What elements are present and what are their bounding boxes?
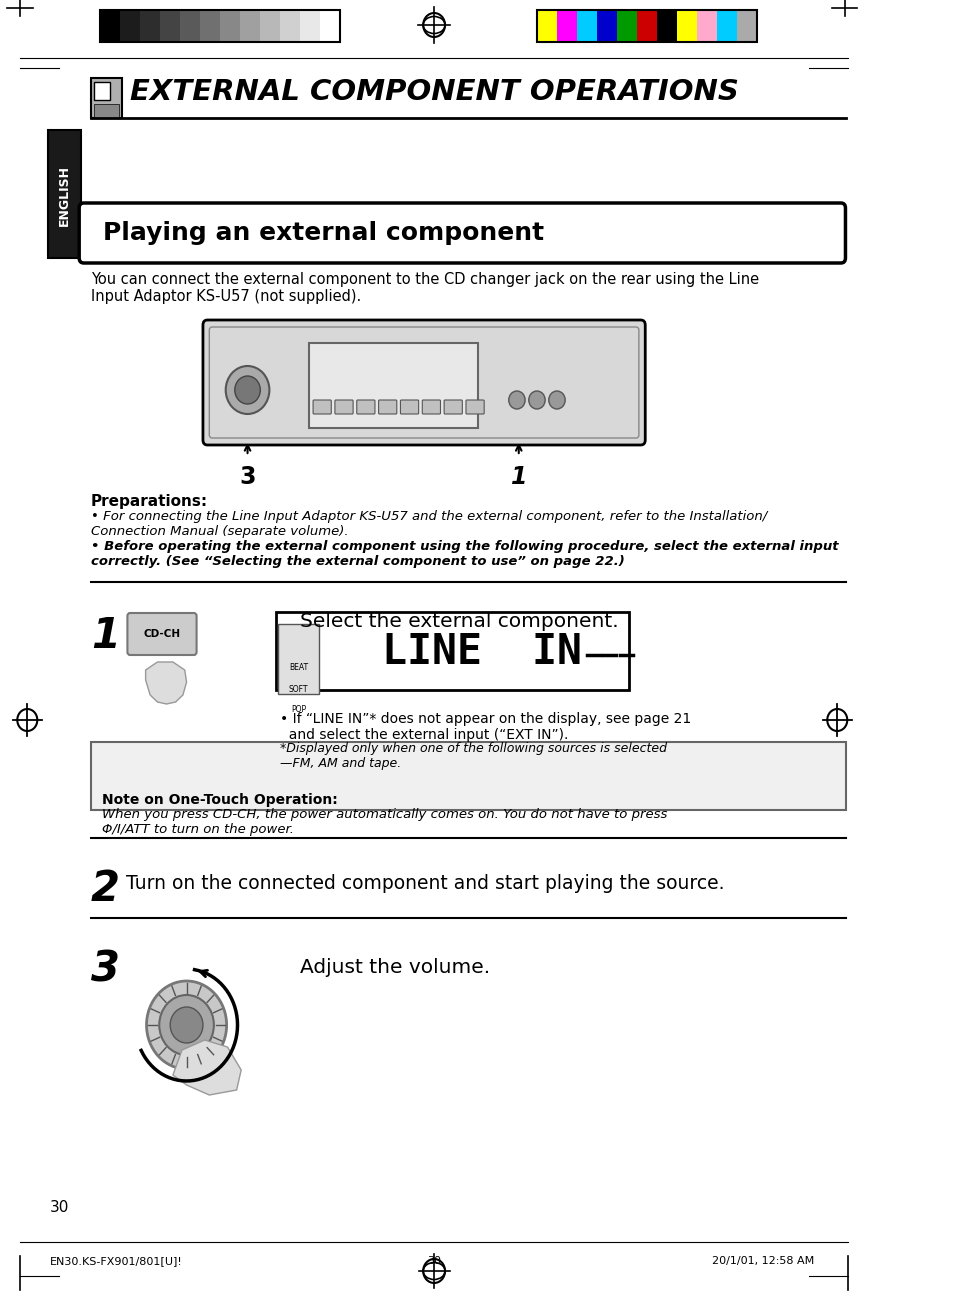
Bar (160, 10, 180, 41)
Text: 3: 3 (91, 949, 120, 990)
Text: EN30.KS-FX901/801[U]!: EN30.KS-FX901/801[U]! (50, 1256, 183, 1266)
FancyBboxPatch shape (79, 203, 844, 263)
Text: • For connecting the Line Input Adaptor KS-U57 and the external component, refer: • For connecting the Line Input Adaptor … (91, 510, 766, 538)
Circle shape (234, 377, 260, 404)
Text: • Before operating the external component using the following procedure, select : • Before operating the external componen… (91, 540, 838, 568)
Bar (140, 10, 160, 41)
Circle shape (170, 1007, 203, 1043)
Bar (278, 624, 318, 694)
Bar (180, 10, 200, 41)
Bar (320, 10, 340, 41)
FancyBboxPatch shape (400, 400, 418, 414)
Bar (93, 82, 110, 100)
FancyBboxPatch shape (378, 400, 396, 414)
Text: 3: 3 (239, 465, 255, 489)
Bar (677, 10, 697, 41)
FancyBboxPatch shape (128, 613, 196, 655)
FancyBboxPatch shape (313, 400, 331, 414)
Bar (220, 10, 240, 41)
Bar (275, 612, 628, 690)
Bar (300, 10, 320, 41)
Bar (93, 104, 119, 118)
Text: Playing an external component: Playing an external component (103, 221, 543, 245)
Circle shape (159, 995, 213, 1055)
Bar (49, 129, 81, 258)
Circle shape (226, 366, 269, 414)
Circle shape (528, 391, 544, 409)
Circle shape (548, 391, 564, 409)
Bar (637, 10, 657, 41)
Bar (557, 10, 577, 41)
Text: EXTERNAL COMPONENT OPERATIONS: EXTERNAL COMPONENT OPERATIONS (130, 78, 739, 106)
Text: SOFT: SOFT (289, 685, 308, 694)
FancyBboxPatch shape (203, 320, 644, 445)
Text: ENGLISH: ENGLISH (58, 164, 71, 225)
FancyBboxPatch shape (422, 400, 440, 414)
FancyBboxPatch shape (335, 400, 353, 414)
Text: Note on One-Touch Operation:: Note on One-Touch Operation: (102, 793, 337, 807)
FancyBboxPatch shape (465, 400, 484, 414)
Bar (240, 10, 260, 41)
Bar (577, 10, 597, 41)
Text: When you press CD-CH, the power automatically comes on. You do not have to press: When you press CD-CH, the power automati… (102, 807, 666, 836)
Polygon shape (146, 663, 187, 704)
Text: • If “LINE IN”* does not appear on the display, see page 21
  and select the ext: • If “LINE IN”* does not appear on the d… (280, 712, 691, 743)
Bar (737, 10, 757, 41)
Bar (280, 10, 300, 41)
Text: 2: 2 (91, 868, 120, 910)
Bar (697, 10, 717, 41)
Text: 30: 30 (427, 1256, 440, 1266)
Text: 30: 30 (50, 1200, 70, 1215)
Text: Turn on the connected component and start playing the source.: Turn on the connected component and star… (126, 873, 723, 893)
Bar (91, 78, 122, 118)
Bar (537, 10, 557, 41)
Circle shape (508, 391, 524, 409)
Text: POP: POP (291, 705, 306, 714)
Text: Preparations:: Preparations: (91, 494, 208, 509)
FancyBboxPatch shape (444, 400, 462, 414)
Text: 20/1/01, 12:58 AM: 20/1/01, 12:58 AM (712, 1256, 814, 1266)
Bar (100, 10, 340, 41)
Text: Select the external component.: Select the external component. (300, 612, 618, 631)
Bar (100, 10, 120, 41)
Bar (260, 10, 280, 41)
Bar (91, 741, 845, 810)
Bar (597, 10, 617, 41)
Bar (309, 343, 477, 428)
Text: 1: 1 (91, 615, 120, 657)
Text: LINE  IN: LINE IN (382, 631, 581, 673)
Bar (657, 10, 677, 41)
Bar (120, 10, 140, 41)
Text: *Displayed only when one of the following sources is selected
—FM, AM and tape.: *Displayed only when one of the followin… (280, 741, 666, 770)
Bar (717, 10, 737, 41)
Text: Adjust the volume.: Adjust the volume. (300, 958, 490, 977)
Text: BEAT: BEAT (289, 664, 308, 673)
Bar (537, 10, 757, 41)
Circle shape (147, 981, 227, 1069)
Polygon shape (172, 1040, 241, 1095)
Text: You can connect the external component to the CD changer jack on the rear using : You can connect the external component t… (91, 272, 759, 304)
Text: 1: 1 (510, 465, 526, 489)
FancyBboxPatch shape (356, 400, 375, 414)
Text: CD-CH: CD-CH (143, 629, 180, 639)
Bar (617, 10, 637, 41)
Bar (200, 10, 220, 41)
